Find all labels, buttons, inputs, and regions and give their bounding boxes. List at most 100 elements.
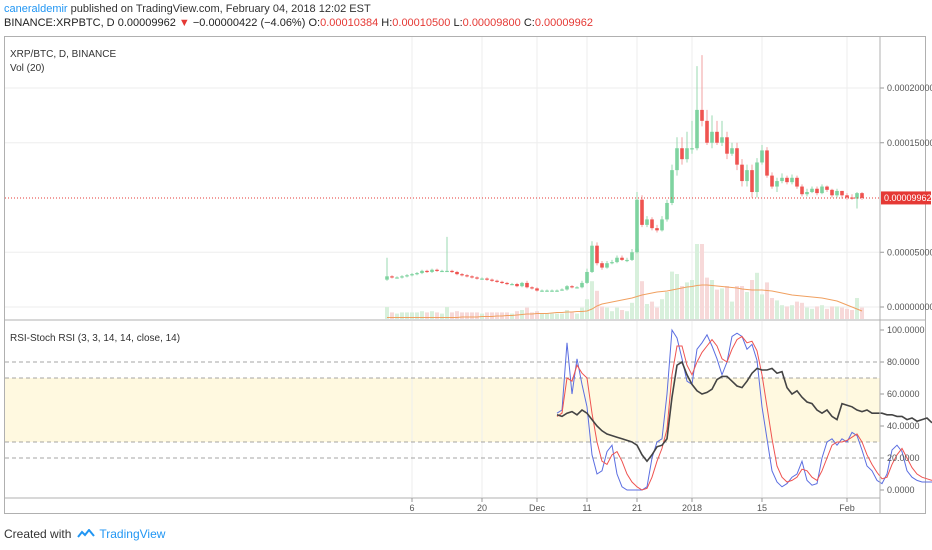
candle-body[interactable]	[715, 131, 719, 143]
candle-body[interactable]	[440, 270, 444, 273]
candle-body[interactable]	[760, 150, 764, 163]
candle-body[interactable]	[765, 150, 769, 176]
candle-body[interactable]	[585, 271, 589, 283]
candle-body[interactable]	[635, 199, 639, 253]
candle-body[interactable]	[480, 278, 484, 280]
candle-body[interactable]	[530, 287, 534, 289]
candle-body[interactable]	[560, 289, 564, 291]
candle-body[interactable]	[395, 277, 399, 279]
candle-body[interactable]	[685, 148, 689, 160]
candle-body[interactable]	[640, 199, 644, 225]
candle-body[interactable]	[415, 273, 419, 275]
candle-body[interactable]	[545, 290, 549, 292]
candle-body[interactable]	[575, 287, 579, 289]
candle-body[interactable]	[485, 278, 489, 280]
candle-body[interactable]	[460, 274, 464, 276]
candle-body[interactable]	[620, 257, 624, 260]
candle-body[interactable]	[610, 262, 614, 264]
candle-body[interactable]	[645, 219, 649, 225]
candle-body[interactable]	[515, 284, 519, 287]
candle-body[interactable]	[750, 170, 754, 193]
candle-body[interactable]	[555, 290, 559, 292]
candle-body[interactable]	[695, 109, 699, 149]
candle-body[interactable]	[810, 188, 814, 193]
candle-body[interactable]	[650, 219, 654, 229]
candle-body[interactable]	[745, 170, 749, 182]
candle-body[interactable]	[565, 286, 569, 290]
candle-body[interactable]	[680, 148, 684, 160]
tradingview-link[interactable]: TradingView	[77, 527, 165, 541]
candle-body[interactable]	[500, 281, 504, 284]
candle-body[interactable]	[785, 177, 789, 183]
candle-body[interactable]	[735, 148, 739, 165]
candle-body[interactable]	[510, 284, 514, 286]
candle-body[interactable]	[725, 137, 729, 154]
candle-body[interactable]	[625, 259, 629, 262]
candle-body[interactable]	[595, 245, 599, 264]
candle-body[interactable]	[730, 148, 734, 154]
candle-body[interactable]	[655, 228, 659, 231]
author-link[interactable]: caneraldemir	[4, 3, 68, 15]
candle-body[interactable]	[780, 177, 784, 182]
candle-body[interactable]	[505, 282, 509, 285]
candle-body[interactable]	[465, 275, 469, 277]
candle-body[interactable]	[445, 270, 449, 273]
candle-body[interactable]	[435, 269, 439, 271]
candle-body[interactable]	[855, 193, 859, 199]
candle-body[interactable]	[590, 245, 594, 272]
candle-body[interactable]	[830, 189, 834, 196]
candle-body[interactable]	[495, 280, 499, 282]
candle-body[interactable]	[570, 286, 574, 288]
candle-body[interactable]	[580, 282, 584, 288]
candle-body[interactable]	[605, 263, 609, 268]
candle-body[interactable]	[705, 120, 709, 143]
candle-body[interactable]	[390, 276, 394, 278]
candle-body[interactable]	[405, 275, 409, 277]
candle-body[interactable]	[525, 282, 529, 288]
candle-body[interactable]	[475, 277, 479, 279]
candle-body[interactable]	[820, 186, 824, 194]
candle-body[interactable]	[860, 193, 864, 198]
candle-body[interactable]	[450, 270, 454, 273]
candle-body[interactable]	[755, 162, 759, 193]
candle-body[interactable]	[550, 290, 554, 292]
candle-body[interactable]	[470, 276, 474, 278]
chart-container[interactable]	[4, 36, 926, 514]
candle-body[interactable]	[535, 288, 539, 291]
candle-body[interactable]	[520, 282, 524, 287]
candle-body[interactable]	[835, 190, 839, 196]
candle-body[interactable]	[800, 186, 804, 195]
candle-body[interactable]	[600, 263, 604, 268]
candle-body[interactable]	[845, 195, 849, 198]
candle-body[interactable]	[740, 164, 744, 182]
candle-body[interactable]	[790, 177, 794, 183]
price-axis[interactable]: 0.00020000 0.00015000 0.00005000 0.00000000	[880, 83, 932, 312]
candle-body[interactable]	[710, 131, 714, 143]
candle-body[interactable]	[400, 276, 404, 278]
candle-body[interactable]	[825, 186, 829, 190]
candle-body[interactable]	[430, 269, 434, 272]
rsi-axis[interactable]: 100.0000 80.0000 60.0000 40.0000 20.0000 0.00…	[880, 325, 925, 495]
candle-body[interactable]	[775, 181, 779, 187]
candle-body[interactable]	[675, 148, 679, 171]
candle-body[interactable]	[385, 276, 389, 280]
candle-body[interactable]	[490, 279, 494, 281]
candle-body[interactable]	[660, 219, 664, 231]
candle-body[interactable]	[700, 109, 704, 121]
candle-body[interactable]	[795, 177, 799, 187]
candle-body[interactable]	[420, 270, 424, 274]
candle-body[interactable]	[630, 252, 634, 260]
candle-body[interactable]	[690, 148, 694, 150]
candle-body[interactable]	[815, 188, 819, 194]
candle-body[interactable]	[425, 270, 429, 273]
candle-body[interactable]	[770, 175, 774, 187]
candle-body[interactable]	[720, 137, 724, 143]
candle-body[interactable]	[455, 271, 459, 275]
candle-body[interactable]	[615, 257, 619, 263]
candle-body[interactable]	[840, 190, 844, 196]
candle-body[interactable]	[670, 170, 674, 203]
candles-layer[interactable]	[385, 55, 864, 292]
candle-body[interactable]	[665, 202, 669, 220]
candle-body[interactable]	[410, 274, 414, 276]
